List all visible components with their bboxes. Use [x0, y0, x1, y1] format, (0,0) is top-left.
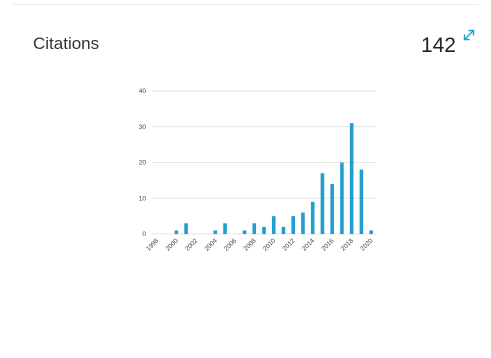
y-tick-label: 0: [142, 231, 146, 238]
bar-2010: [271, 216, 276, 234]
x-tick-label-1998: 1998: [145, 237, 160, 252]
bar-2017: [340, 162, 344, 234]
top-divider: [12, 4, 479, 5]
bar-2020: [369, 230, 373, 234]
bar-2019: [359, 169, 364, 234]
bar-2009: [262, 226, 266, 234]
chart-y-axis: 0 10 20 30 40: [139, 88, 147, 238]
chart-bars: [174, 123, 373, 234]
expand-arrows-icon[interactable]: [461, 27, 477, 43]
bar-2000: [174, 230, 179, 234]
bar-2011: [281, 226, 286, 234]
x-tick-label-2012: 2012: [281, 237, 296, 252]
chart-x-axis: 1998 2000 2002 2004 2006 2008 2010 2012 2014 2016…: [145, 237, 375, 252]
bar-2016: [330, 183, 334, 234]
x-tick-label-2020: 2020: [359, 237, 374, 252]
bar-2015: [320, 173, 325, 234]
bar-2008: [252, 223, 257, 234]
chart-gridlines: [152, 90, 376, 235]
y-tick-label: 30: [139, 124, 147, 131]
x-tick-label-2016: 2016: [320, 237, 335, 252]
bar-2007: [242, 230, 247, 234]
bar-2013: [301, 212, 305, 234]
x-tick-label-2000: 2000: [165, 237, 180, 252]
y-tick-label: 20: [139, 160, 147, 167]
bar-2018: [349, 123, 354, 234]
bar-2014: [310, 201, 315, 234]
bar-2001: [184, 223, 188, 234]
x-tick-label-2014: 2014: [301, 237, 316, 252]
bar-2012: [291, 216, 296, 234]
bar-2004: [213, 230, 218, 234]
x-tick-label-2010: 2010: [262, 237, 277, 252]
x-tick-label-2006: 2006: [223, 237, 238, 252]
card-title: Citations: [33, 34, 100, 53]
bar-2005: [223, 223, 227, 234]
citation-total: 142: [420, 34, 456, 57]
x-tick-label-2004: 2004: [204, 237, 219, 252]
x-tick-label-2018: 2018: [340, 237, 355, 252]
x-tick-label-2002: 2002: [184, 237, 199, 252]
y-tick-label: 10: [139, 195, 147, 202]
y-tick-label: 40: [139, 88, 147, 95]
x-tick-label-2008: 2008: [242, 237, 257, 252]
